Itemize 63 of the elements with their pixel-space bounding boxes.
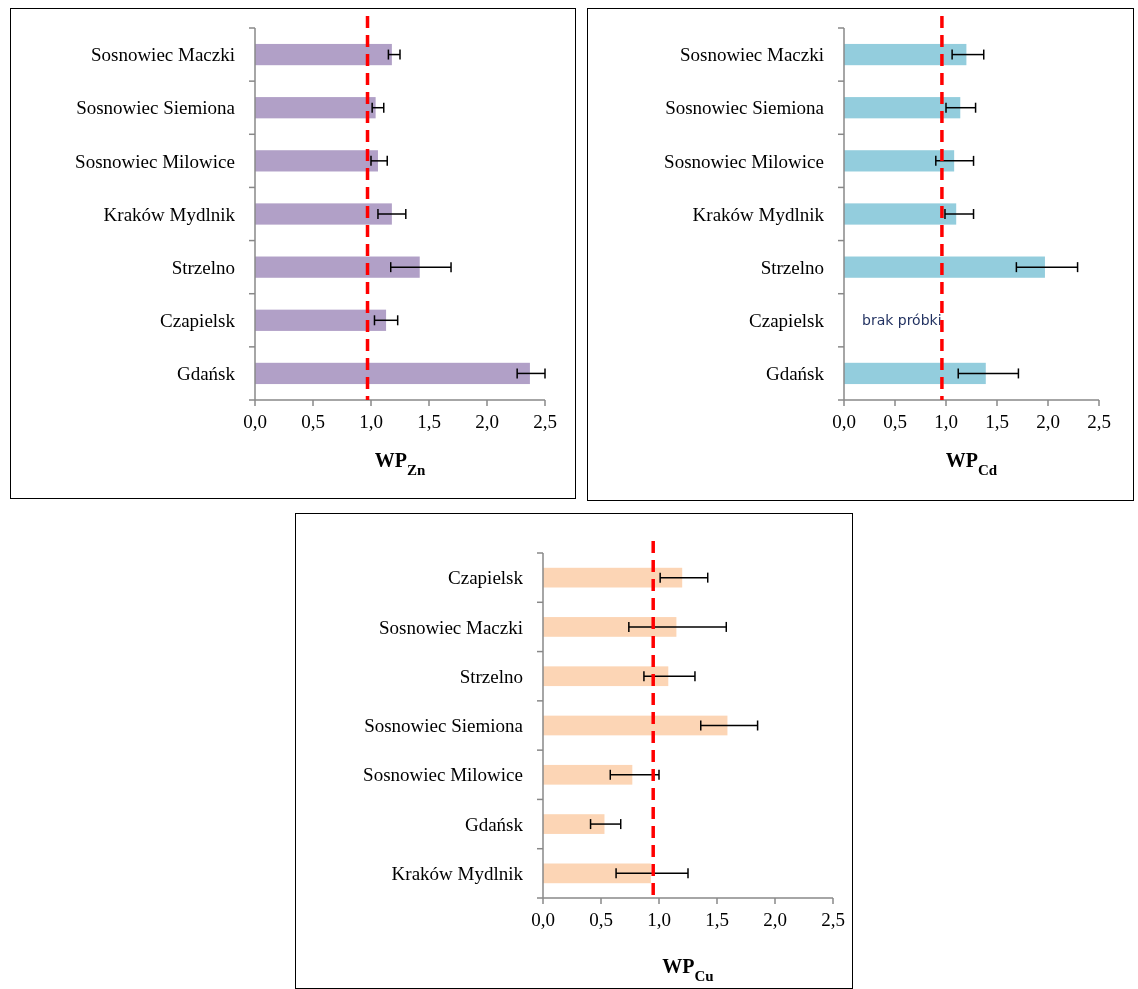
bar bbox=[844, 43, 967, 66]
x-tick-label: 1,5 bbox=[705, 909, 729, 930]
annotation: brak próbki bbox=[862, 312, 942, 329]
bar bbox=[844, 256, 1045, 278]
x-tick-label: 1,0 bbox=[647, 909, 671, 930]
x-tick-label: 1,5 bbox=[985, 411, 1009, 432]
y-tick-label: Sosnowiec Maczki bbox=[378, 616, 523, 638]
y-tick-label: Czapielsk bbox=[448, 567, 524, 589]
x-tick-label: 0,5 bbox=[301, 411, 325, 432]
x-tick-label: 0,5 bbox=[883, 411, 907, 432]
y-tick-label: Sosnowiec Maczki bbox=[90, 44, 235, 66]
bar bbox=[255, 309, 387, 331]
y-tick-label: Czapielsk bbox=[749, 309, 825, 331]
x-tick-label: 1,0 bbox=[359, 411, 383, 432]
bar bbox=[543, 715, 728, 736]
bar bbox=[255, 150, 378, 172]
x-axis-title: WP$_{Cd}$ bbox=[945, 449, 998, 478]
bar bbox=[543, 617, 677, 637]
bar bbox=[543, 764, 633, 785]
bar bbox=[543, 863, 651, 884]
y-tick-label: Kraków Mydlnik bbox=[103, 203, 236, 225]
bar bbox=[844, 362, 986, 385]
y-tick-label: Sosnowiec Siemiona bbox=[364, 715, 524, 737]
bar bbox=[255, 97, 376, 119]
bar bbox=[543, 666, 669, 687]
y-tick-label: Gdańsk bbox=[176, 363, 236, 385]
bar bbox=[255, 43, 392, 66]
y-tick-label: Gdańsk bbox=[464, 813, 524, 835]
y-tick-label: Sosnowiec Milowice bbox=[75, 150, 235, 172]
bar bbox=[255, 362, 530, 385]
x-tick-label: 2,0 bbox=[1036, 411, 1060, 432]
x-tick-label: 2,0 bbox=[763, 909, 787, 930]
x-tick-label: 2,5 bbox=[821, 909, 845, 930]
y-tick-label: Sosnowiec Milowice bbox=[363, 764, 523, 786]
bar bbox=[844, 203, 957, 225]
x-tick-label: 0,0 bbox=[243, 411, 267, 432]
bar bbox=[255, 256, 420, 278]
y-tick-label: Kraków Mydlnik bbox=[692, 203, 825, 225]
y-tick-label: Kraków Mydlnik bbox=[391, 863, 524, 885]
y-tick-label: Gdańsk bbox=[765, 363, 825, 385]
x-tick-label: 2,0 bbox=[475, 411, 499, 432]
x-tick-label: 0,5 bbox=[589, 909, 613, 930]
x-tick-label: 0,0 bbox=[531, 909, 555, 930]
bar bbox=[844, 150, 955, 172]
y-tick-label: Strzelno bbox=[760, 256, 824, 278]
y-tick-label: Czapielsk bbox=[160, 309, 236, 331]
x-tick-label: 2,5 bbox=[533, 411, 557, 432]
bar bbox=[543, 567, 683, 588]
x-axis-title: WP$_{Cu}$ bbox=[662, 955, 714, 984]
bar bbox=[255, 203, 392, 225]
y-tick-label: Sosnowiec Milowice bbox=[664, 150, 824, 172]
y-tick-label: Sosnowiec Siemiona bbox=[76, 97, 236, 119]
bar bbox=[844, 97, 961, 119]
x-axis-title: WP$_{Zn}$ bbox=[374, 449, 426, 478]
bar bbox=[543, 814, 605, 834]
x-tick-label: 2,5 bbox=[1087, 411, 1111, 432]
y-tick-label: Sosnowiec Maczki bbox=[679, 44, 824, 66]
x-tick-label: 1,5 bbox=[417, 411, 441, 432]
x-tick-label: 1,0 bbox=[934, 411, 958, 432]
y-tick-label: Sosnowiec Siemiona bbox=[665, 97, 825, 119]
y-tick-label: Strzelno bbox=[171, 256, 235, 278]
y-tick-label: Strzelno bbox=[459, 665, 523, 687]
x-tick-label: 0,0 bbox=[832, 411, 856, 432]
